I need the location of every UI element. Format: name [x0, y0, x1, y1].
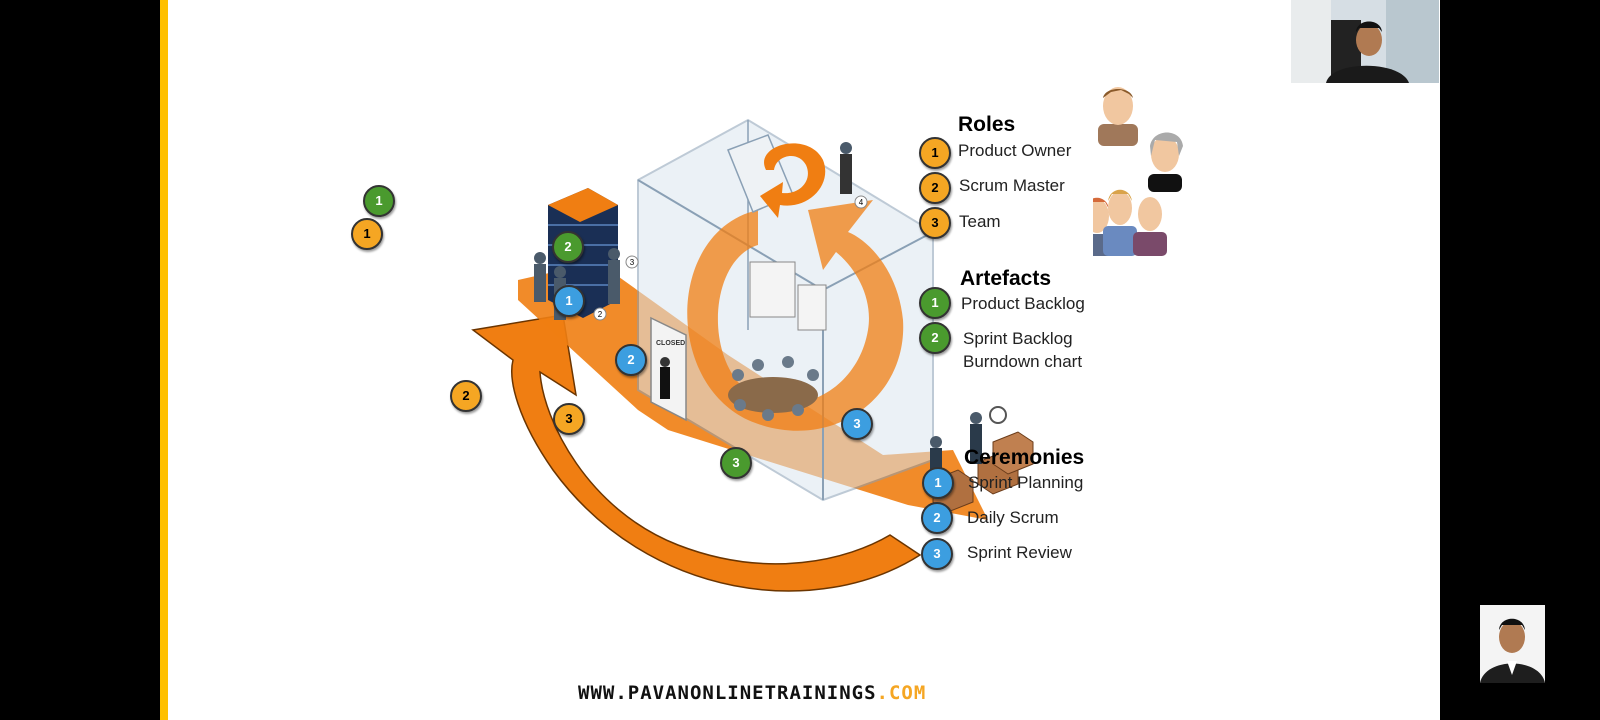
- iteration-return-arrow: [471, 314, 922, 592]
- top-cycle-icon: [727, 134, 852, 218]
- artefact-label-burndown-chart: Burndown chart: [963, 352, 1083, 371]
- role-label-team: Team: [959, 212, 1001, 231]
- artefacts-badge-2: 2: [919, 322, 951, 354]
- roles-badge-2: 2: [919, 172, 951, 204]
- presenter-video-icon: [1291, 0, 1439, 83]
- diagram-badge-product-owner: 1: [351, 218, 383, 250]
- diagram-badge-scrum-master: 2: [450, 380, 482, 412]
- diagram-badge-burndown: 3: [720, 447, 752, 479]
- artefacts-title: Artefacts: [960, 267, 1052, 290]
- scrum-master-avatar-icon: [1148, 132, 1183, 192]
- sprint-review-boxes-icon: [930, 406, 1034, 513]
- instructor-avatar-icon: [1480, 605, 1545, 683]
- team-avatars-icon: [1093, 189, 1167, 256]
- presenter-webcam-thumbnail: [1291, 0, 1439, 83]
- closed-door-icon: CLOSED: [650, 316, 687, 422]
- roles-badge-3: 3: [919, 207, 951, 239]
- ceremony-label-daily-scrum: Daily Scrum: [967, 508, 1059, 527]
- ceremony-label-sprint-review: Sprint Review: [967, 543, 1072, 562]
- svg-text:2: 2: [598, 310, 603, 319]
- scrum-process-illustration: CLOSED 2 3 4: [471, 118, 1034, 592]
- ceremonies-badge-3: 3: [921, 538, 953, 570]
- product-owner-avatar-icon: [1098, 87, 1138, 146]
- website-url-tld: .COM: [876, 682, 927, 704]
- slide: CLOSED 2 3 4 1 1 2 1 2 2 3 3 3 Roles 1 P…: [168, 0, 1440, 720]
- artefact-label-product-backlog: Product Backlog: [961, 294, 1085, 313]
- roles-title: Roles: [958, 113, 1016, 136]
- diagram-badge-daily-scrum: 2: [615, 344, 647, 376]
- role-avatars-illustration: [1093, 87, 1183, 256]
- artefact-label-sprint-backlog: Sprint Backlog: [963, 329, 1073, 348]
- role-label-product-owner: Product Owner: [958, 141, 1072, 160]
- slide-accent-bar: [160, 0, 168, 720]
- ceremonies-badge-1: 1: [922, 467, 954, 499]
- diagram-badge-team: 3: [553, 403, 585, 435]
- website-url: WWW.PAVANONLINETRAININGS.COM: [578, 682, 926, 704]
- door-sign: CLOSED: [656, 340, 685, 347]
- diagram-badge-sprint-backlog: 2: [552, 231, 584, 263]
- svg-text:3: 3: [630, 258, 635, 267]
- roles-badge-1: 1: [919, 137, 951, 169]
- website-url-main: WWW.PAVANONLINETRAININGS: [578, 682, 877, 704]
- role-label-scrum-master: Scrum Master: [959, 176, 1065, 195]
- daily-cycle-arrow: [687, 200, 904, 431]
- artefacts-badge-1: 1: [919, 287, 951, 319]
- diagram-badge-sprint-review: 3: [841, 408, 873, 440]
- ceremony-label-sprint-planning: Sprint Planning: [968, 473, 1084, 492]
- meeting-figures-icon: [728, 356, 819, 421]
- small-number-markers: 2 3 4: [593, 195, 868, 321]
- diagram-badge-product-backlog: 1: [363, 185, 395, 217]
- svg-text:4: 4: [859, 198, 864, 207]
- instructor-photo: [1480, 605, 1545, 683]
- diagram-badge-sprint-planning: 1: [553, 285, 585, 317]
- ceremonies-badge-2: 2: [921, 502, 953, 534]
- ceremonies-title: Ceremonies: [964, 446, 1085, 469]
